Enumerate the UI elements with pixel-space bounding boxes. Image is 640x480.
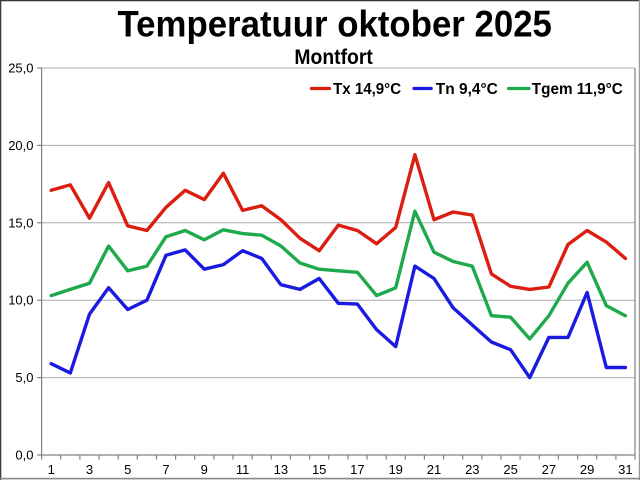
svg-text:20,0: 20,0 — [8, 138, 33, 153]
svg-text:5,0: 5,0 — [15, 370, 33, 385]
svg-text:11: 11 — [236, 462, 250, 477]
svg-text:15: 15 — [312, 462, 326, 477]
svg-text:Montfort: Montfort — [294, 45, 372, 69]
svg-text:9: 9 — [201, 462, 208, 477]
svg-text:21: 21 — [427, 462, 441, 477]
svg-text:25,0: 25,0 — [8, 61, 33, 76]
svg-text:1: 1 — [48, 462, 55, 477]
svg-text:10,0: 10,0 — [8, 293, 33, 308]
svg-text:13: 13 — [274, 462, 288, 477]
svg-text:19: 19 — [388, 462, 402, 477]
svg-text:5: 5 — [124, 462, 131, 477]
svg-text:Tgem 11,9°C: Tgem 11,9°C — [532, 81, 623, 98]
svg-text:3: 3 — [86, 462, 93, 477]
svg-text:23: 23 — [465, 462, 479, 477]
svg-text:15,0: 15,0 — [8, 215, 33, 230]
svg-text:Tn 9,4°C: Tn 9,4°C — [436, 81, 498, 98]
svg-text:7: 7 — [162, 462, 169, 477]
svg-text:25: 25 — [503, 462, 517, 477]
svg-text:Tx 14,9°C: Tx 14,9°C — [333, 81, 401, 98]
svg-text:31: 31 — [618, 462, 632, 477]
svg-text:Temperatuur oktober 2025: Temperatuur oktober 2025 — [118, 3, 552, 45]
svg-text:17: 17 — [350, 462, 364, 477]
svg-text:27: 27 — [542, 462, 556, 477]
svg-text:29: 29 — [580, 462, 594, 477]
svg-text:0,0: 0,0 — [15, 448, 33, 463]
